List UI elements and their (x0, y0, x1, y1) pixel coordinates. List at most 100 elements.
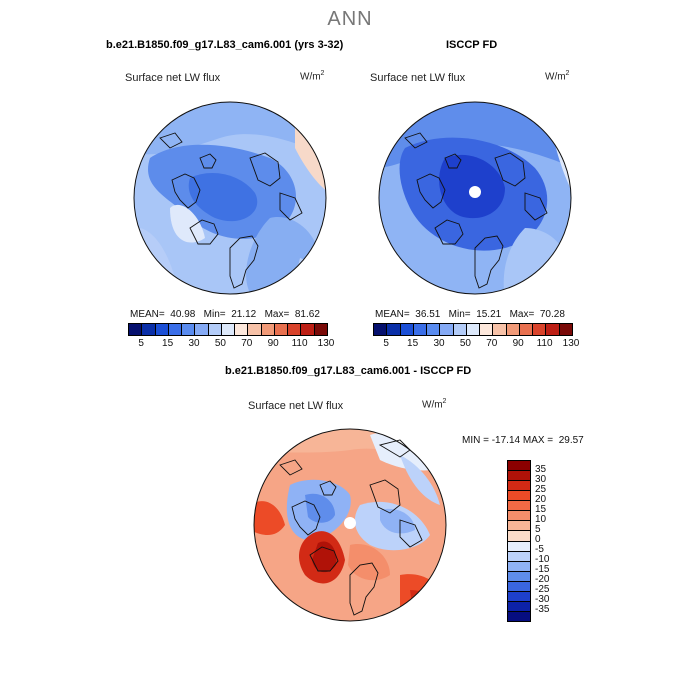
panel1-colorbar-swatch (287, 324, 301, 335)
panel2-colorbar-tick-label: 5 (383, 338, 389, 349)
panel1-min: 21.12 (231, 309, 257, 320)
panel2-colorbar-swatch (545, 324, 559, 335)
panel2-max: 70.28 (539, 309, 565, 320)
panel1-mean: 40.98 (170, 309, 196, 320)
panel2-colorbar-swatch (439, 324, 453, 335)
panel2-min: 15.21 (476, 309, 502, 320)
panel2-colorbar-swatch (374, 324, 387, 335)
panel1-colorbar-swatch (313, 324, 327, 335)
diff-colorbar-swatch (508, 530, 530, 541)
panel2-polar-map (378, 101, 572, 295)
panel2-variable-label: Surface net LW flux (370, 72, 466, 84)
panel1-coastlines (159, 132, 303, 289)
panel2-colorbar-swatch (399, 324, 413, 335)
diff-colorbar-swatch (508, 500, 530, 511)
panel2-colorbar-swatch (532, 324, 546, 335)
panel1-colorbar-swatch (207, 324, 221, 335)
panel1-colorbar-tick-label: 130 (317, 338, 335, 349)
panel2-colorbar-tick-label: 90 (512, 338, 524, 349)
panel2-colorbar-swatch (479, 324, 493, 335)
panel2-colorbar-tick-label: 30 (433, 338, 445, 349)
panel1-colorbar-swatch (141, 324, 155, 335)
diff-colorbar-tick-label: -25 (535, 584, 550, 595)
panel1-colorbar-swatch (300, 324, 314, 335)
diff-colorbar-labels: 35 30 25 20 15 10 5 0 -5 -10 -15 -20 -25 -30 -35 (535, 460, 575, 620)
panel1-colorbar-tick-label: 30 (188, 338, 200, 349)
panel2-colorbar-labels: 5 15 30 50 70 90 110 130 (373, 338, 579, 350)
diff-colorbar-tick-label: 15 (535, 504, 547, 515)
figure-title: ANN (327, 8, 373, 30)
panel2-colorbar-swatch (386, 324, 400, 335)
diff-colorbar (507, 460, 531, 622)
diff-colorbar-swatch (508, 510, 530, 521)
panel2-colorbar-tick-label: 15 (407, 338, 419, 349)
diff-colorbar-tick-label: 35 (535, 464, 547, 475)
panel1-colorbar-swatch (247, 324, 261, 335)
panel1-colorbar-swatch (260, 324, 274, 335)
panel1-case-title: b.e21.B1850.f09_g17.L83_cam6.001 (yrs 3-… (106, 39, 344, 51)
panel1-colorbar-tick-label: 50 (214, 338, 226, 349)
diff-title: b.e21.B1850.f09_g17.L83_cam6.001 - ISCCP… (225, 365, 472, 377)
diff-coastlines (279, 439, 423, 616)
diff-colorbar-tick-label: 25 (535, 484, 547, 495)
diff-colorbar-tick-label: -15 (535, 564, 550, 575)
panel1-stats: MEAN= 40.98 Min= 21.12 Max= 81.62 (130, 309, 320, 320)
diff-polar-map (253, 428, 447, 622)
diff-colorbar-tick-label: 0 (535, 534, 541, 545)
diff-colorbar-swatch (508, 600, 530, 611)
diff-colorbar-tick-label: 10 (535, 514, 547, 525)
panel1-max: 81.62 (294, 309, 320, 320)
diff-colorbar-swatch (508, 550, 530, 561)
panel2-colorbar-swatch (452, 324, 466, 335)
diff-variable-label: Surface net LW flux (248, 400, 344, 412)
panel1-colorbar-labels: 5 15 30 50 70 90 110 130 (128, 338, 334, 350)
panel2-colorbar-tick-label: 130 (562, 338, 580, 349)
panel1-colorbar-tick-label: 70 (241, 338, 253, 349)
diff-colorbar-swatch (508, 490, 530, 501)
diff-colorbar-tick-label: 20 (535, 494, 547, 505)
panel1-colorbar-tick-label: 110 (291, 338, 308, 349)
diff-colorbar-tick-label: 30 (535, 474, 547, 485)
diff-colorbar-swatch (508, 520, 530, 531)
panel1-colorbar (128, 323, 328, 336)
panel1-colorbar-swatch (181, 324, 195, 335)
panel2-coastlines (404, 132, 548, 289)
diff-units: W/m2 (422, 398, 447, 411)
panel1-colorbar-swatch (154, 324, 168, 335)
diff-colorbar-tick-label: -30 (535, 594, 550, 605)
panel1-colorbar-swatch (167, 324, 182, 335)
panel1-colorbar-swatch (234, 324, 248, 335)
panel1-colorbar-swatch (129, 324, 142, 335)
panel2-stats: MEAN= 36.51 Min= 15.21 Max= 70.28 (375, 309, 565, 320)
panel1-variable-label: Surface net LW flux (125, 72, 221, 84)
panel2-colorbar-swatch (518, 324, 533, 335)
panel1-colorbar-tick-label: 5 (138, 338, 144, 349)
diff-colorbar-tick-label: -5 (535, 544, 544, 555)
panel2-colorbar-swatch (505, 324, 519, 335)
diff-colorbar-tick-label: -20 (535, 574, 550, 585)
diff-colorbar-swatch (508, 580, 530, 591)
panel2-units: W/m2 (545, 70, 570, 83)
panel1-colorbar-swatch (220, 324, 235, 335)
diff-colorbar-swatch (508, 590, 530, 601)
panel2-colorbar-swatch (465, 324, 480, 335)
diff-colorbar-swatch (508, 610, 530, 621)
diff-colorbar-tick-label: -35 (535, 604, 550, 615)
panel1-colorbar-tick-label: 15 (162, 338, 174, 349)
diff-minmax: MIN = -17.14 MAX = 29.57 (462, 435, 584, 446)
panel2-case-title: ISCCP FD (446, 39, 498, 51)
panel2-colorbar-tick-label: 50 (459, 338, 471, 349)
diff-colorbar-swatch (508, 470, 530, 481)
panel2-colorbar-tick-label: 110 (536, 338, 553, 349)
diff-colorbar-swatch (508, 540, 530, 551)
panel2-colorbar-swatch (558, 324, 572, 335)
diff-colorbar-tick-label: 5 (535, 524, 541, 535)
panel2-colorbar-swatch (426, 324, 440, 335)
panel2-colorbar (373, 323, 573, 336)
diff-colorbar-swatch (508, 480, 530, 491)
diff-colorbar-swatch (508, 570, 530, 581)
panel1-units: W/m2 (300, 70, 325, 83)
panel1-colorbar-swatch (194, 324, 208, 335)
panel1-colorbar-swatch (273, 324, 288, 335)
panel1-polar-map (133, 101, 327, 295)
